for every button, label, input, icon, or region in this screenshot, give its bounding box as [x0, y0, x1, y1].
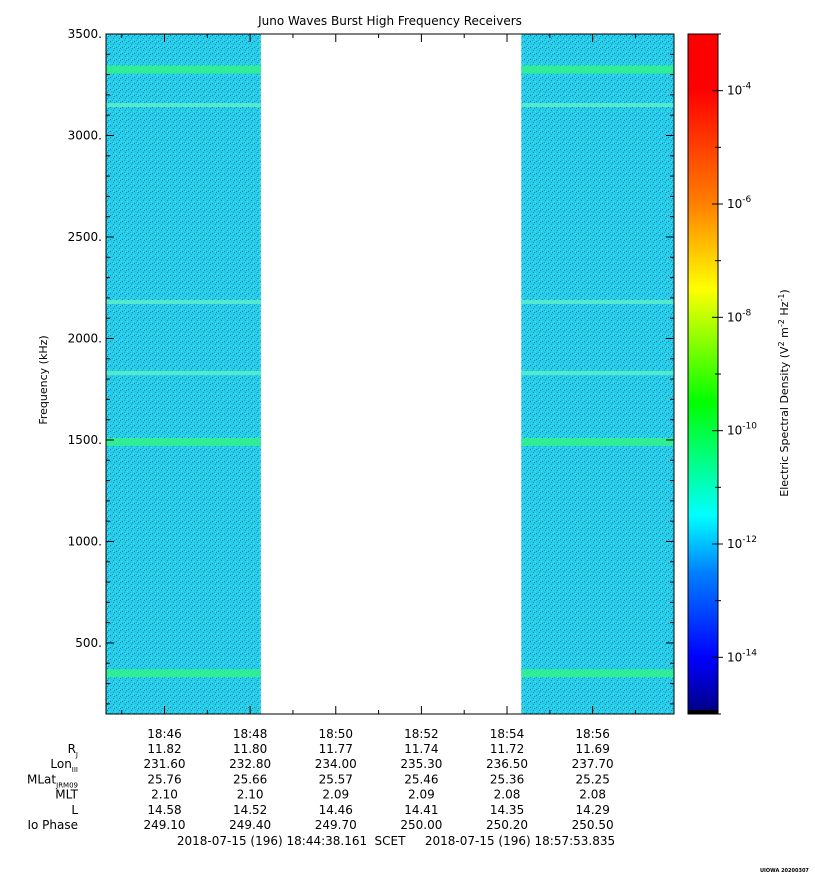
- ephemeris-value: 250.50: [572, 818, 614, 832]
- colorbar-tick-label: 10-12: [727, 535, 757, 551]
- y-tick-label: 2000.: [68, 331, 102, 345]
- colorbar-tick-label: 10-14: [727, 648, 757, 664]
- x-tick-label: 18:56: [575, 727, 610, 741]
- ephemeris-value: 11.74: [404, 742, 438, 756]
- ephemeris-value: 250.00: [400, 818, 442, 832]
- ephemeris-value: 249.10: [144, 818, 186, 832]
- y-tick-label: 3000.: [68, 128, 102, 142]
- emission-band: [106, 65, 261, 74]
- ephemeris-value: 14.58: [147, 803, 181, 817]
- emission-band: [106, 299, 261, 304]
- x-tick-label: 18:48: [233, 727, 268, 741]
- emission-band: [521, 438, 674, 446]
- credit-label: UIOWA 20200307: [760, 868, 809, 874]
- ephemeris-value: 11.80: [233, 742, 267, 756]
- x-tick-label: 18:52: [404, 727, 439, 741]
- ephemeris-value: 14.41: [404, 803, 438, 817]
- ephemeris-value: 14.46: [319, 803, 353, 817]
- ephemeris-value: 237.70: [572, 757, 614, 771]
- colorbar-label: Electric Spectral Density (V2 m-2 Hz-1): [777, 289, 791, 496]
- emission-band: [521, 103, 674, 108]
- ephemeris-value: 25.25: [575, 772, 609, 786]
- ephemeris-value: 14.29: [575, 803, 609, 817]
- time-range-scet: SCET: [375, 834, 407, 848]
- ephemeris-value: 235.30: [400, 757, 442, 771]
- y-tick-label: 2500.: [68, 230, 102, 244]
- ephemeris-value: 25.76: [147, 772, 181, 786]
- ephemeris-table: RJ 11.82 11.80 11.77 11.74 11.72 11.69 LonIII 23…: [27, 742, 614, 832]
- ephemeris-row-label: L: [71, 803, 78, 817]
- colorbar-tick-label: 10-10: [727, 422, 757, 438]
- ephemeris-value: 2.09: [322, 788, 349, 802]
- x-tick-label: 18:46: [147, 727, 182, 741]
- ephemeris-value: 25.36: [490, 772, 524, 786]
- y-tick-label: 1000.: [68, 534, 102, 548]
- colorbar-tick-label: 10-6: [727, 195, 752, 211]
- emission-band: [106, 438, 261, 446]
- ephemeris-value: 11.69: [575, 742, 609, 756]
- x-tick-label: 18:50: [318, 727, 353, 741]
- ephemeris-value: 232.80: [229, 757, 271, 771]
- colorbar-tick-label: 10-8: [727, 308, 752, 324]
- ephemeris-value: 11.77: [319, 742, 353, 756]
- colorbar-bottom-color: [688, 710, 718, 714]
- emission-band: [521, 299, 674, 304]
- ephemeris-row-label: MLatJRM09: [27, 772, 78, 789]
- ephemeris-row-label: RJ: [68, 742, 78, 759]
- ephemeris-value: 2.08: [579, 788, 606, 802]
- colorbar-tick-label: 10-4: [727, 82, 752, 98]
- spectrogram-plot-area: 500. 1000. 1500. 2000. 2500. 3000. 3500. 18:46…: [68, 27, 675, 741]
- colorbar-ticks: 10-4 10-6 10-8 10-10 10-12 10-14: [712, 33, 757, 715]
- emission-band: [106, 103, 261, 108]
- ephemeris-value: 14.35: [490, 803, 524, 817]
- ephemeris-value: 250.20: [486, 818, 528, 832]
- ephemeris-value: 25.66: [233, 772, 267, 786]
- x-axis: 18:46 18:48 18:50 18:52 18:54 18:56: [121, 34, 636, 741]
- emission-band: [106, 370, 261, 375]
- ephemeris-value: 231.60: [144, 757, 186, 771]
- ephemeris-value: 249.40: [229, 818, 271, 832]
- colorbar: 10-4 10-6 10-8 10-10 10-12 10-14: [687, 33, 757, 715]
- ephemeris-value: 2.09: [408, 788, 435, 802]
- ephemeris-value: 11.72: [490, 742, 524, 756]
- plot-frame: [105, 33, 675, 715]
- ephemeris-value: 11.82: [147, 742, 181, 756]
- emission-band: [521, 65, 674, 74]
- ephemeris-value: 249.70: [315, 818, 357, 832]
- ephemeris-row-label: LonIII: [50, 757, 78, 774]
- time-range-start: 2018-07-15 (196) 18:44:38.161: [177, 834, 367, 848]
- time-range: 2018-07-15 (196) 18:44:38.161 SCET 2018-…: [177, 834, 615, 848]
- chart-title: Juno Waves Burst High Frequency Receiver…: [257, 14, 522, 28]
- emission-band: [521, 669, 674, 678]
- ephemeris-value: 25.57: [319, 772, 353, 786]
- y-tick-label: 3500.: [68, 27, 102, 41]
- ephemeris-row-label: Io Phase: [27, 818, 78, 832]
- x-tick-label: 18:54: [490, 727, 525, 741]
- colorbar-gradient: [688, 34, 718, 714]
- ephemeris-value: 25.46: [404, 772, 438, 786]
- time-range-end: 2018-07-15 (196) 18:57:53.835: [425, 834, 615, 848]
- emission-band: [106, 669, 261, 678]
- ephemeris-value: 2.08: [494, 788, 521, 802]
- y-axis-label: Frequency (kHz): [37, 335, 50, 424]
- y-tick-label: 1500.: [68, 433, 102, 447]
- ephemeris-value: 2.10: [151, 788, 178, 802]
- ephemeris-row-label: MLT: [55, 788, 78, 802]
- y-axis: 500. 1000. 1500. 2000. 2500. 3000. 3500.: [68, 27, 674, 705]
- ephemeris-value: 234.00: [315, 757, 357, 771]
- ephemeris-value: 2.10: [237, 788, 264, 802]
- ephemeris-value: 14.52: [233, 803, 267, 817]
- y-tick-label: 500.: [75, 636, 102, 650]
- emission-band: [521, 370, 674, 375]
- ephemeris-value: 236.50: [486, 757, 528, 771]
